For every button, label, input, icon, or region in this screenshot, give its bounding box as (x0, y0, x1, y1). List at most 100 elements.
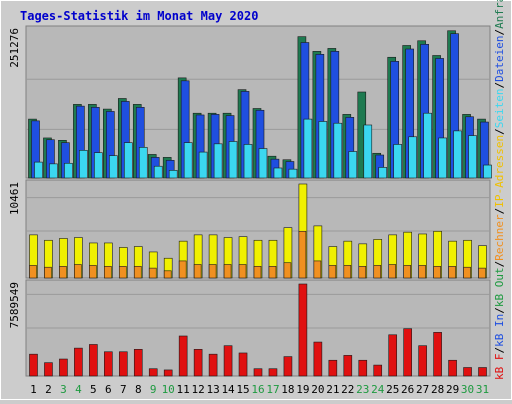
panel-top: 251276 (8, 25, 492, 179)
bar-kb-f-12 (193, 349, 203, 377)
bar-rechner-17 (268, 266, 277, 279)
bar-kb-f-9 (148, 368, 158, 377)
bar-seiten-1 (34, 161, 43, 179)
bar-seiten-8 (138, 147, 148, 179)
bar-seiten-28 (438, 137, 447, 179)
bar-seiten-9 (153, 165, 163, 179)
bar-rechner-7 (118, 266, 127, 279)
bar-rechner-31 (478, 267, 486, 279)
bar-seiten-14 (228, 141, 238, 179)
bar-seiten-2 (49, 163, 58, 179)
x-tick-label-15: 15 (236, 383, 249, 396)
x-tick-label-3: 3 (60, 383, 67, 396)
legend-item-10: Seiten (493, 89, 506, 129)
panel-middle-ytick-label: 10461 (8, 182, 21, 215)
bar-rechner-3 (59, 266, 67, 279)
bar-rechner-28 (433, 266, 441, 279)
legend-item-1: / (493, 347, 506, 354)
bar-rechner-8 (133, 266, 142, 279)
bar-seiten-29 (453, 130, 462, 179)
x-tick-label-24: 24 (371, 383, 385, 396)
x-tick-label-13: 13 (206, 383, 219, 396)
bar-rechner-22 (343, 265, 352, 279)
bar-rechner-23 (358, 266, 367, 279)
bar-kb-f-21 (328, 359, 338, 377)
bar-kb-f-18 (283, 356, 293, 377)
legend-text: kB F/kB In/kB Out/Rechner/IP-Adressen/Se… (493, 0, 506, 380)
legend-item-6: Rechner (493, 214, 506, 261)
bar-kb-f-24 (373, 364, 383, 377)
bar-seiten-6 (109, 155, 118, 179)
x-tick-label-19: 19 (296, 383, 309, 396)
bar-seiten-7 (123, 142, 133, 179)
panel-middle-bars (29, 183, 487, 279)
bar-kb-f-30 (463, 367, 472, 377)
panel-bottom-ytick-label: 7589549 (8, 282, 21, 328)
bar-kb-f-10 (163, 369, 173, 377)
bar-rechner-21 (328, 265, 337, 279)
bar-kb-f-27 (418, 345, 427, 377)
bar-seiten-30 (468, 135, 477, 179)
bar-seiten-24 (378, 167, 388, 179)
legend: kB F/kB In/kB Out/Rechner/IP-Adressen/Se… (493, 0, 506, 380)
bar-rechner-29 (448, 266, 456, 279)
panel-bottom: 7589549 (8, 279, 491, 377)
bar-kb-f-20 (313, 341, 323, 377)
bar-kb-f-16 (253, 368, 263, 377)
bar-kb-f-2 (44, 362, 53, 377)
bar-rechner-25 (388, 264, 397, 279)
x-tick-label-25: 25 (386, 383, 399, 396)
bar-rechner-11 (178, 260, 187, 279)
x-tick-label-2: 2 (45, 383, 52, 396)
legend-item-9: / (493, 128, 506, 135)
bar-seiten-13 (213, 143, 223, 179)
bar-seiten-16 (258, 148, 268, 179)
x-tick-label-9: 9 (150, 383, 157, 396)
x-tick-label-18: 18 (281, 383, 294, 396)
bar-rechner-18 (283, 262, 292, 279)
bar-seiten-5 (94, 152, 103, 179)
x-tick-label-16: 16 (251, 383, 264, 396)
bar-seiten-3 (64, 162, 73, 179)
bar-seiten-21 (333, 122, 343, 179)
legend-item-3: / (493, 307, 506, 314)
bar-kb-f-7 (118, 351, 128, 377)
legend-item-5: / (493, 261, 506, 268)
bar-seiten-4 (79, 150, 88, 179)
bar-rechner-19 (298, 230, 307, 279)
bar-kb-f-15 (238, 352, 248, 377)
legend-item-7: / (493, 208, 506, 215)
x-tick-label-23: 23 (356, 383, 369, 396)
bar-rechner-9 (148, 267, 157, 279)
bar-kb-f-28 (433, 332, 442, 377)
bar-rechner-4 (74, 264, 82, 279)
legend-item-12: Dateien (493, 36, 506, 82)
x-tick-label-4: 4 (75, 383, 82, 396)
bar-seiten-31 (483, 164, 492, 179)
bar-seiten-20 (318, 121, 328, 179)
legend-item-11: / (493, 82, 506, 89)
bar-rechner-27 (418, 265, 426, 279)
x-tick-label-22: 22 (341, 383, 354, 396)
bar-kb-f-22 (343, 355, 353, 377)
x-tick-label-17: 17 (266, 383, 279, 396)
legend-item-0: kB F (493, 354, 506, 381)
x-tick-label-27: 27 (416, 383, 429, 396)
bar-kb-f-1 (29, 353, 38, 377)
panel-middle: 10461 (8, 179, 491, 279)
legend-item-2: kB In (493, 314, 506, 347)
bar-rechner-5 (89, 265, 97, 279)
x-tick-label-5: 5 (90, 383, 97, 396)
bar-rechner-15 (238, 264, 247, 279)
x-axis-labels: 1 2 3 4 5 6 7 8 9 10 11 12 13 14 15 16 17 18 19 20 21 22 23 24 2… (30, 383, 489, 396)
bar-seiten-26 (408, 136, 417, 179)
bar-kb-f-19 (298, 283, 308, 377)
bar-rechner-16 (253, 266, 262, 279)
chart-title: Tages-Statistik im Monat May 2020 (20, 9, 258, 23)
legend-item-8: IP-Adressen (493, 135, 506, 208)
bar-seiten-17 (273, 167, 283, 179)
x-tick-label-11: 11 (177, 383, 190, 396)
bar-kb-f-6 (104, 351, 113, 377)
